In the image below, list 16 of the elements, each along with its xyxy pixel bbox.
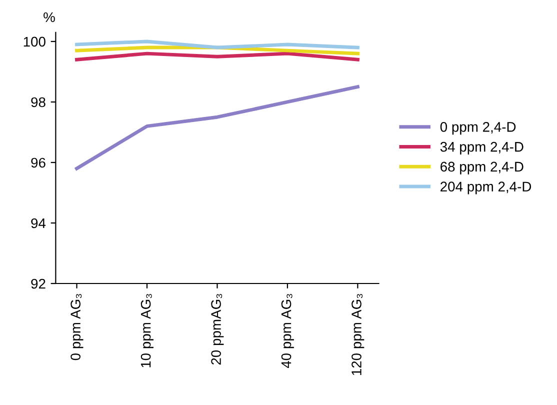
y-tick-label: 94 [31, 218, 46, 228]
x-tick-label: 120 ppm AG₃ [352, 294, 364, 376]
legend-label: 204 ppm 2,4-D [440, 182, 532, 194]
x-tick-label: 20 ppmAG₃ [211, 294, 224, 365]
legend-label: 34 ppm 2,4-D [440, 142, 524, 154]
line-series [75, 85, 360, 170]
y-tick-label: 92 [31, 278, 46, 289]
x-tick-label: 0 ppm AG₃ [70, 294, 84, 360]
y-tick-label: 96 [31, 158, 46, 168]
legend-label: 68 ppm 2,4-D [440, 162, 524, 174]
x-tick-label: 40 ppm AG₃ [281, 294, 294, 368]
legend-label: 0 ppm 2,4-D [440, 122, 516, 135]
y-axis-title: % [44, 12, 55, 22]
y-tick-label: 98 [31, 97, 46, 108]
y-tick-label: 100 [24, 36, 46, 47]
x-tick-label: 10 ppm AG₃ [140, 294, 154, 368]
